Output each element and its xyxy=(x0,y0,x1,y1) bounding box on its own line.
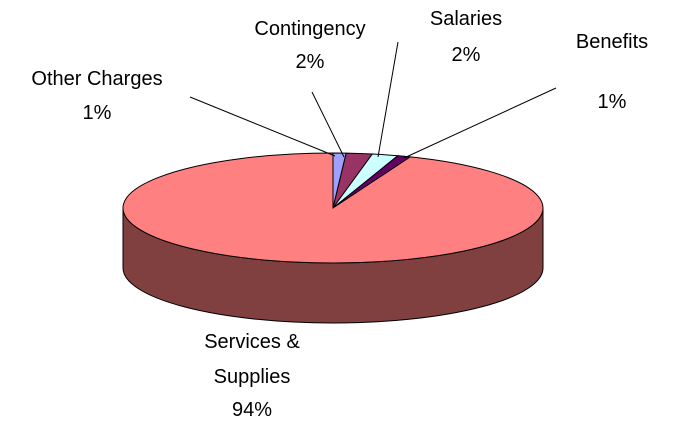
category-label: Other Charges xyxy=(31,68,163,90)
category-label: Contingency xyxy=(254,18,366,40)
category-label: Benefits xyxy=(575,31,649,53)
value-label: 2% xyxy=(295,51,325,73)
leader-line xyxy=(403,87,557,159)
leader-line xyxy=(311,91,345,158)
value-label: 1% xyxy=(597,91,627,113)
value-label: 2% xyxy=(451,44,481,66)
leader-line xyxy=(189,96,336,157)
value-label: 94% xyxy=(231,399,273,421)
pie-body xyxy=(122,152,544,324)
slice xyxy=(122,152,544,264)
category-label: Salaries xyxy=(429,8,503,30)
category-label: Services & Supplies xyxy=(204,331,300,388)
value-label: 1% xyxy=(82,102,112,124)
leader-lines xyxy=(189,41,557,159)
leader-line xyxy=(377,41,399,158)
